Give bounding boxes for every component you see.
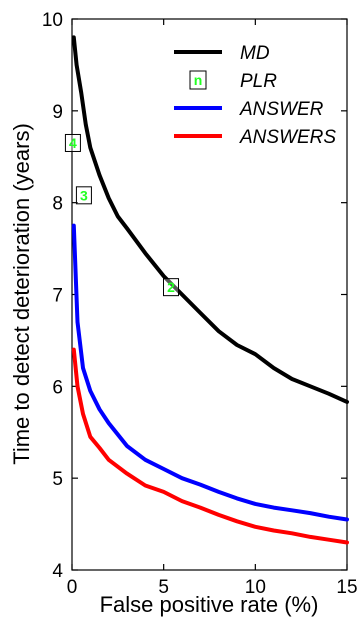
plr-marker [163,278,179,297]
x-tick-label: 5 [158,577,169,598]
y-tick-label: 4 [52,561,63,582]
plr-marker [64,133,81,152]
series-line-answer [71,223,349,522]
legend-label-plr: PLR [240,71,277,92]
plot-area [71,18,348,571]
y-axis-title: Time to detect deterioration (years) [9,123,34,465]
plr-marker-label: 4 [69,135,77,151]
x-axis-title: False positive rate (%) [100,592,319,617]
series-line-answers [71,347,349,545]
y-tick-label: 10 [42,10,63,31]
plr-marker-label: 2 [167,279,175,295]
plr-marker [75,186,92,205]
legend-label-answer: ANSWER [239,99,324,120]
y-tick-label: 6 [52,377,63,398]
legend-swatch-plr [189,70,207,90]
x-tick-label: 15 [336,577,357,598]
y-tick-label: 7 [52,286,63,307]
legend-label-answers: ANSWERS [239,127,336,148]
y-tick-label: 5 [52,469,63,490]
legend: MD n PLR ANSWER ANSWERS [174,43,336,148]
series-line-md [71,35,349,404]
legend-label-md: MD [240,43,270,64]
plr-markers: 4 3 2 [64,133,179,297]
y-tick-label: 9 [52,102,63,123]
legend-plr-symbol: n [194,72,203,88]
x-tick-label: 10 [245,577,266,598]
series-layer [71,35,349,545]
y-tick-label: 8 [52,194,63,215]
x-tick-label: 0 [67,577,78,598]
axis-ticks: 0 5 10 15 4 5 6 7 8 9 10 [42,10,358,598]
plr-marker-label: 3 [80,187,88,203]
